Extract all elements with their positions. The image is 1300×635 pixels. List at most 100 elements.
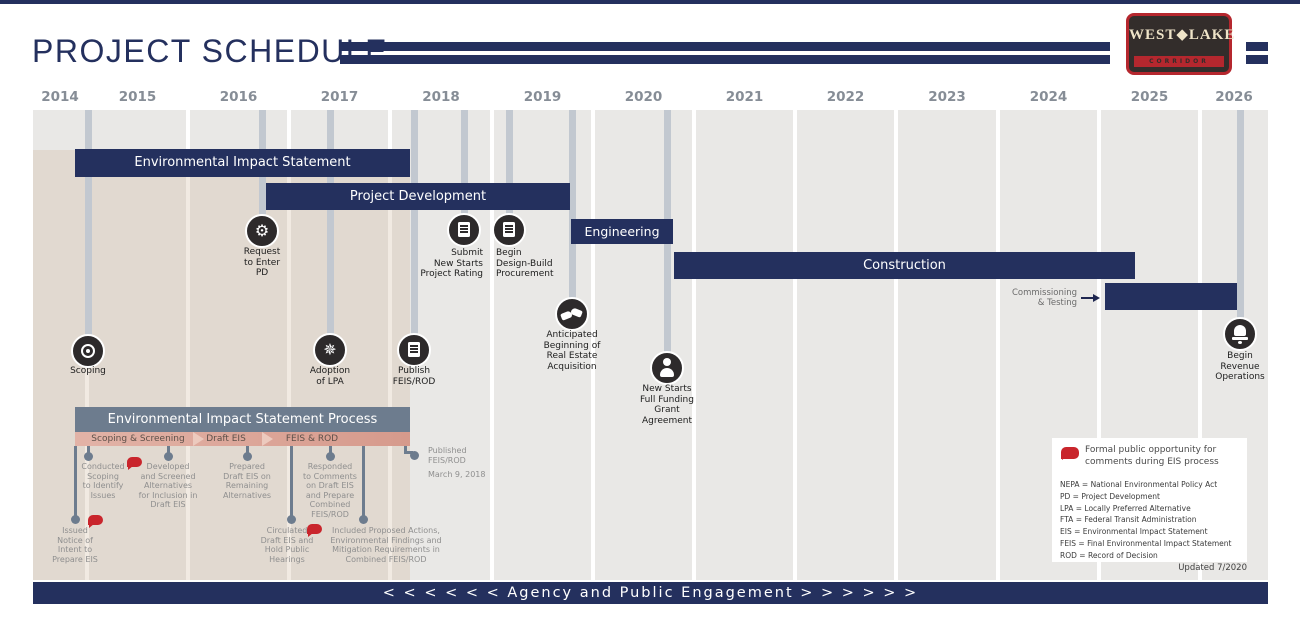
annotation-stem (73, 446, 77, 519)
doc-icon (447, 213, 481, 247)
eis-annotation: Prepared Draft EIS on Remaining Alternat… (222, 462, 272, 500)
eis-annotation: Circulated Draft EIS and Hold Public Hea… (260, 526, 314, 564)
commissioning-arrow-head (1093, 294, 1100, 302)
bar-commissioning (1105, 283, 1237, 310)
logo-wordmark: WEST◆LAKE (1129, 27, 1236, 43)
milestone-label-request-pd: Request to Enter PD (243, 247, 281, 278)
eis-annotation: Issued Notice of Intent to Prepare EIS (52, 526, 98, 564)
legend-comment-note: Formal public opportunity for comments d… (1085, 445, 1219, 467)
year-label: 2025 (1130, 89, 1169, 105)
legend-abbreviation-line: FEIS = Final Environmental Impact Statem… (1060, 538, 1232, 548)
annotation-stem (166, 446, 170, 456)
target-icon (71, 334, 105, 368)
year-column (696, 110, 793, 580)
year-label: 2015 (118, 89, 157, 105)
year-label: 2019 (523, 89, 562, 105)
legend-box: Formal public opportunity for comments d… (1052, 438, 1247, 562)
compass-icon: ✵ (313, 333, 347, 367)
top-border-stripe (0, 0, 1300, 4)
milestone-label-adoption-lpa: Adoption of LPA (309, 366, 351, 387)
bar-construction: Construction (674, 252, 1135, 279)
published-note-elbow-h (404, 451, 413, 454)
annotation-dot (163, 451, 173, 461)
logo-corridor-band: CORRIDOR (1134, 56, 1224, 67)
comment-bubble-icon (88, 515, 103, 528)
annotation-dot (286, 514, 296, 524)
milestone-stem (410, 110, 418, 350)
commissioning-testing-label: Commissioning & Testing (1011, 288, 1077, 308)
legend-abbreviation-line: PD = Project Development (1060, 491, 1160, 501)
eis-process-header: Environmental Impact Statement Process (75, 407, 410, 432)
milestone-label-revenue-ops: Begin Revenue Operations (1215, 351, 1265, 382)
published-feis-rod-date: March 9, 2018 (428, 470, 486, 479)
milestone-label-design-build: Begin Design-Build Procurement (496, 248, 554, 279)
milestone-label-ffga: New Starts Full Funding Grant Agreement (640, 384, 694, 426)
eis-process-phase-band (75, 432, 410, 446)
annotation-dot (325, 451, 335, 461)
eis-annotation: Conducted Scoping to Identify Issues (81, 462, 125, 500)
legend-abbreviation-line: FTA = Federal Transit Administration (1060, 515, 1197, 525)
milestone-stem (84, 110, 92, 351)
year-label: 2017 (320, 89, 359, 105)
annotation-dot (70, 514, 80, 524)
milestone-label-submit-rating: Submit New Starts Project Rating (420, 248, 483, 279)
page-title: PROJECT SCHEDULE (32, 33, 388, 69)
annotation-stem (289, 446, 293, 519)
phase-chevron-icon (193, 432, 204, 446)
phase-label: FEIS & ROD (285, 433, 339, 444)
year-label: 2021 (725, 89, 764, 105)
year-label: 2016 (219, 89, 258, 105)
legend-abbreviation-line: EIS = Environmental Impact Statement (1060, 527, 1208, 537)
legend-abbreviations: NEPA = National Environmental Policy Act… (1060, 479, 1232, 562)
milestone-stem (1236, 110, 1244, 334)
handshake-icon (555, 297, 589, 331)
gears-icon: ⚙ (245, 214, 279, 248)
year-label: 2026 (1215, 89, 1253, 105)
title-rule-top-left (340, 42, 1110, 51)
milestone-stem (568, 110, 576, 314)
published-note-elbow-v (404, 446, 407, 453)
year-label: 2022 (826, 89, 865, 105)
doc-icon (397, 333, 431, 367)
milestone-label-publish-feis-rod: Publish FEIS/ROD (392, 366, 436, 387)
updated-date: Updated 7/2020 (1178, 563, 1247, 573)
year-label: 2024 (1029, 89, 1068, 105)
legend-abbreviation-line: ROD = Record of Decision (1060, 550, 1158, 560)
year-column (89, 110, 186, 580)
doc-icon (492, 213, 526, 247)
bell-icon (1223, 317, 1257, 351)
year-label: 2023 (928, 89, 966, 105)
year-label: 2014 (41, 89, 79, 105)
milestone-stem (460, 110, 468, 230)
annotation-dot (83, 451, 93, 461)
bar-engineering: Engineering (571, 219, 673, 244)
title-rule-bottom-right (1246, 55, 1268, 64)
annotation-stem (361, 446, 365, 519)
commissioning-arrow (1081, 297, 1094, 299)
comment-bubble-icon (127, 457, 142, 470)
published-note-dot (409, 450, 419, 460)
milestone-label-scoping: Scoping (70, 366, 106, 376)
published-feis-rod-note: Published FEIS/ROD (428, 446, 467, 465)
legend-abbreviation-line: NEPA = National Environmental Policy Act (1060, 480, 1218, 489)
year-column (595, 110, 692, 580)
title-rule-top-right (1246, 42, 1268, 51)
phase-label: Scoping & Screening (91, 433, 185, 444)
annotation-stem (328, 446, 332, 456)
comment-bubble-icon (1061, 447, 1079, 460)
year-column (898, 110, 996, 580)
milestone-stem (505, 110, 513, 230)
bar-eis: Environmental Impact Statement (75, 149, 410, 177)
milestone-label-real-estate: Anticipated Beginning of Real Estate Acq… (543, 330, 601, 372)
year-label: 2020 (624, 89, 663, 105)
person-icon (650, 351, 684, 385)
bar-pd: Project Development (266, 183, 570, 210)
milestone-stem (326, 110, 334, 350)
phase-chevron-icon (262, 432, 273, 446)
annotation-dot (358, 514, 368, 524)
eis-annotation: Responded to Comments on Draft EIS and P… (303, 462, 357, 519)
title-rule-bottom-left (340, 55, 1110, 64)
west-lake-corridor-logo: WEST◆LAKE CORRIDOR (1126, 13, 1236, 75)
phase-label: Draft EIS (206, 433, 246, 444)
